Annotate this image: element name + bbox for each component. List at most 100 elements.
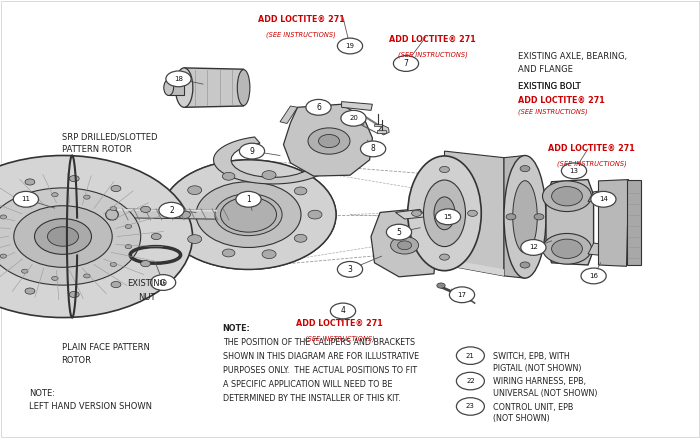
- Text: SHOWN IN THIS DIAGRAM ARE FOR ILLUSTRATIVE: SHOWN IN THIS DIAGRAM ARE FOR ILLUSTRATI…: [223, 352, 419, 361]
- Circle shape: [337, 38, 363, 54]
- Circle shape: [215, 194, 282, 236]
- Polygon shape: [214, 137, 330, 184]
- Circle shape: [581, 268, 606, 284]
- Circle shape: [239, 143, 265, 159]
- Text: 13: 13: [570, 168, 578, 174]
- Circle shape: [262, 250, 276, 258]
- Polygon shape: [280, 106, 298, 124]
- Circle shape: [111, 185, 121, 191]
- Text: PURPOSES ONLY.  THE ACTUAL POSITIONS TO FIT: PURPOSES ONLY. THE ACTUAL POSITIONS TO F…: [223, 366, 416, 375]
- Circle shape: [0, 188, 141, 285]
- Text: (SEE INSTRUCTIONS): (SEE INSTRUCTIONS): [518, 109, 588, 115]
- Text: 7: 7: [404, 59, 408, 68]
- Text: 12: 12: [529, 244, 538, 251]
- Text: 23: 23: [466, 403, 475, 410]
- Ellipse shape: [106, 209, 118, 220]
- Text: 11: 11: [22, 196, 30, 202]
- Polygon shape: [598, 180, 629, 266]
- Text: EXISTING: EXISTING: [127, 279, 167, 289]
- Circle shape: [151, 233, 161, 240]
- Text: 15: 15: [444, 214, 452, 220]
- Polygon shape: [546, 180, 594, 265]
- Text: 3: 3: [348, 265, 352, 274]
- Circle shape: [188, 235, 202, 244]
- Circle shape: [223, 173, 235, 180]
- Circle shape: [34, 219, 92, 254]
- Text: NUT: NUT: [139, 293, 155, 302]
- Circle shape: [435, 209, 461, 225]
- Circle shape: [125, 224, 132, 229]
- Circle shape: [386, 224, 412, 240]
- Circle shape: [161, 160, 336, 269]
- Polygon shape: [588, 189, 612, 201]
- Circle shape: [393, 56, 419, 71]
- Text: WIRING HARNESS, EPB,: WIRING HARNESS, EPB,: [493, 377, 586, 386]
- Text: (SEE INSTRUCTIONS): (SEE INSTRUCTIONS): [398, 52, 468, 58]
- Polygon shape: [378, 125, 389, 135]
- Ellipse shape: [434, 197, 455, 230]
- Circle shape: [48, 227, 78, 246]
- Text: (SEE INSTRUCTIONS): (SEE INSTRUCTIONS): [266, 32, 336, 39]
- Circle shape: [318, 134, 340, 148]
- Text: ADD LOCTITE® 271: ADD LOCTITE® 271: [518, 95, 605, 105]
- Circle shape: [398, 241, 412, 250]
- Ellipse shape: [164, 80, 174, 95]
- Text: (SEE INSTRUCTIONS): (SEE INSTRUCTIONS): [304, 335, 374, 342]
- Circle shape: [52, 276, 58, 280]
- Text: (SEE INSTRUCTIONS): (SEE INSTRUCTIONS): [556, 160, 626, 167]
- Polygon shape: [112, 209, 217, 212]
- Text: ROTOR: ROTOR: [62, 356, 92, 365]
- Circle shape: [360, 141, 386, 157]
- Text: EXISTING AXLE, BEARING,: EXISTING AXLE, BEARING,: [518, 52, 627, 61]
- Circle shape: [25, 179, 35, 185]
- Circle shape: [520, 166, 530, 172]
- Circle shape: [83, 274, 90, 278]
- Text: 10: 10: [159, 279, 167, 286]
- Circle shape: [440, 166, 449, 173]
- Text: DETERMINED BY THE INSTALLER OF THIS KIT.: DETERMINED BY THE INSTALLER OF THIS KIT.: [223, 394, 400, 403]
- Circle shape: [561, 163, 587, 179]
- Circle shape: [449, 287, 475, 303]
- Circle shape: [161, 160, 336, 269]
- Text: ADD LOCTITE® 271: ADD LOCTITE® 271: [258, 15, 344, 25]
- Circle shape: [0, 215, 6, 219]
- Text: 21: 21: [466, 353, 475, 359]
- Text: PLAIN FACE PATTERN: PLAIN FACE PATTERN: [62, 343, 150, 352]
- Circle shape: [52, 193, 58, 197]
- Text: AND FLANGE: AND FLANGE: [518, 65, 573, 74]
- Polygon shape: [284, 104, 372, 176]
- Circle shape: [262, 171, 276, 180]
- Circle shape: [330, 303, 356, 319]
- Circle shape: [456, 398, 484, 415]
- Text: SRP DRILLED/SLOTTED: SRP DRILLED/SLOTTED: [62, 132, 157, 141]
- Circle shape: [520, 262, 530, 268]
- Text: EXISTING BOLT: EXISTING BOLT: [518, 82, 580, 92]
- Polygon shape: [626, 180, 640, 265]
- Text: 8: 8: [371, 145, 375, 153]
- Circle shape: [308, 128, 350, 154]
- Circle shape: [440, 254, 449, 260]
- Circle shape: [468, 210, 477, 216]
- Text: NOTE:: NOTE:: [29, 389, 55, 398]
- Circle shape: [223, 249, 235, 257]
- Text: ADD LOCTITE® 271: ADD LOCTITE® 271: [548, 144, 635, 153]
- Circle shape: [14, 206, 112, 267]
- Text: PATTERN ROTOR: PATTERN ROTOR: [62, 145, 132, 155]
- Polygon shape: [504, 155, 525, 278]
- Text: 4: 4: [341, 307, 345, 315]
- Ellipse shape: [512, 180, 538, 253]
- Text: ADD LOCTITE® 271: ADD LOCTITE® 271: [389, 35, 476, 44]
- Circle shape: [110, 207, 117, 211]
- Text: THE POSITION OF THE CALIPERS AND BRACKETS: THE POSITION OF THE CALIPERS AND BRACKET…: [223, 338, 414, 347]
- Circle shape: [110, 262, 117, 266]
- Circle shape: [437, 283, 445, 288]
- Circle shape: [159, 202, 184, 218]
- Circle shape: [542, 181, 592, 212]
- Circle shape: [521, 240, 546, 255]
- Polygon shape: [169, 80, 184, 95]
- Text: EXISTING BOLT: EXISTING BOLT: [518, 82, 580, 92]
- Ellipse shape: [407, 156, 482, 271]
- Circle shape: [196, 182, 301, 247]
- Circle shape: [125, 244, 132, 249]
- Polygon shape: [184, 68, 244, 107]
